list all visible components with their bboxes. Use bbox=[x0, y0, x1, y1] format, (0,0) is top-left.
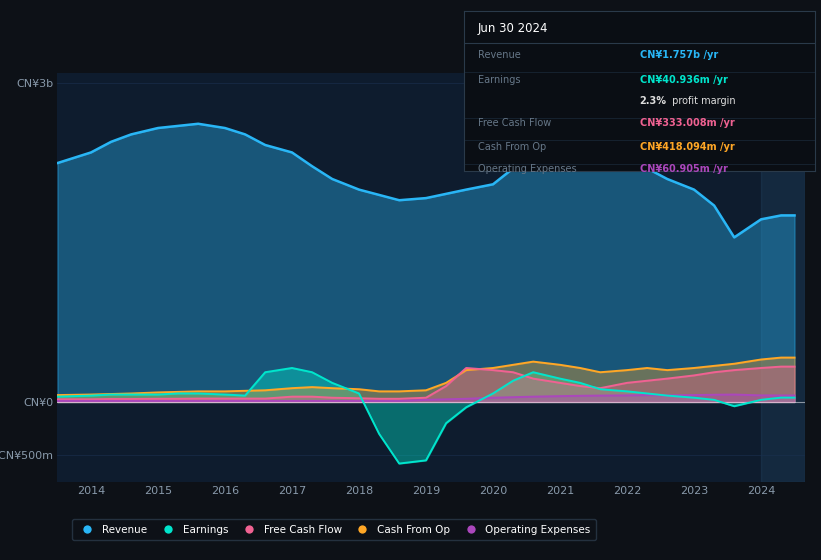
Legend: Revenue, Earnings, Free Cash Flow, Cash From Op, Operating Expenses: Revenue, Earnings, Free Cash Flow, Cash … bbox=[72, 519, 596, 540]
Text: Cash From Op: Cash From Op bbox=[478, 142, 546, 152]
Text: CN¥40.936m /yr: CN¥40.936m /yr bbox=[640, 75, 727, 85]
Text: Earnings: Earnings bbox=[478, 75, 521, 85]
Text: 2.3%: 2.3% bbox=[640, 96, 667, 106]
Text: profit margin: profit margin bbox=[669, 96, 736, 106]
Text: Free Cash Flow: Free Cash Flow bbox=[478, 118, 551, 128]
Bar bbox=[761, 73, 805, 482]
Text: Revenue: Revenue bbox=[478, 49, 521, 59]
Text: Operating Expenses: Operating Expenses bbox=[478, 165, 576, 174]
Text: CN¥333.008m /yr: CN¥333.008m /yr bbox=[640, 118, 734, 128]
Text: CN¥418.094m /yr: CN¥418.094m /yr bbox=[640, 142, 734, 152]
Text: Jun 30 2024: Jun 30 2024 bbox=[478, 22, 548, 35]
Text: CN¥60.905m /yr: CN¥60.905m /yr bbox=[640, 165, 727, 174]
Text: CN¥1.757b /yr: CN¥1.757b /yr bbox=[640, 49, 718, 59]
